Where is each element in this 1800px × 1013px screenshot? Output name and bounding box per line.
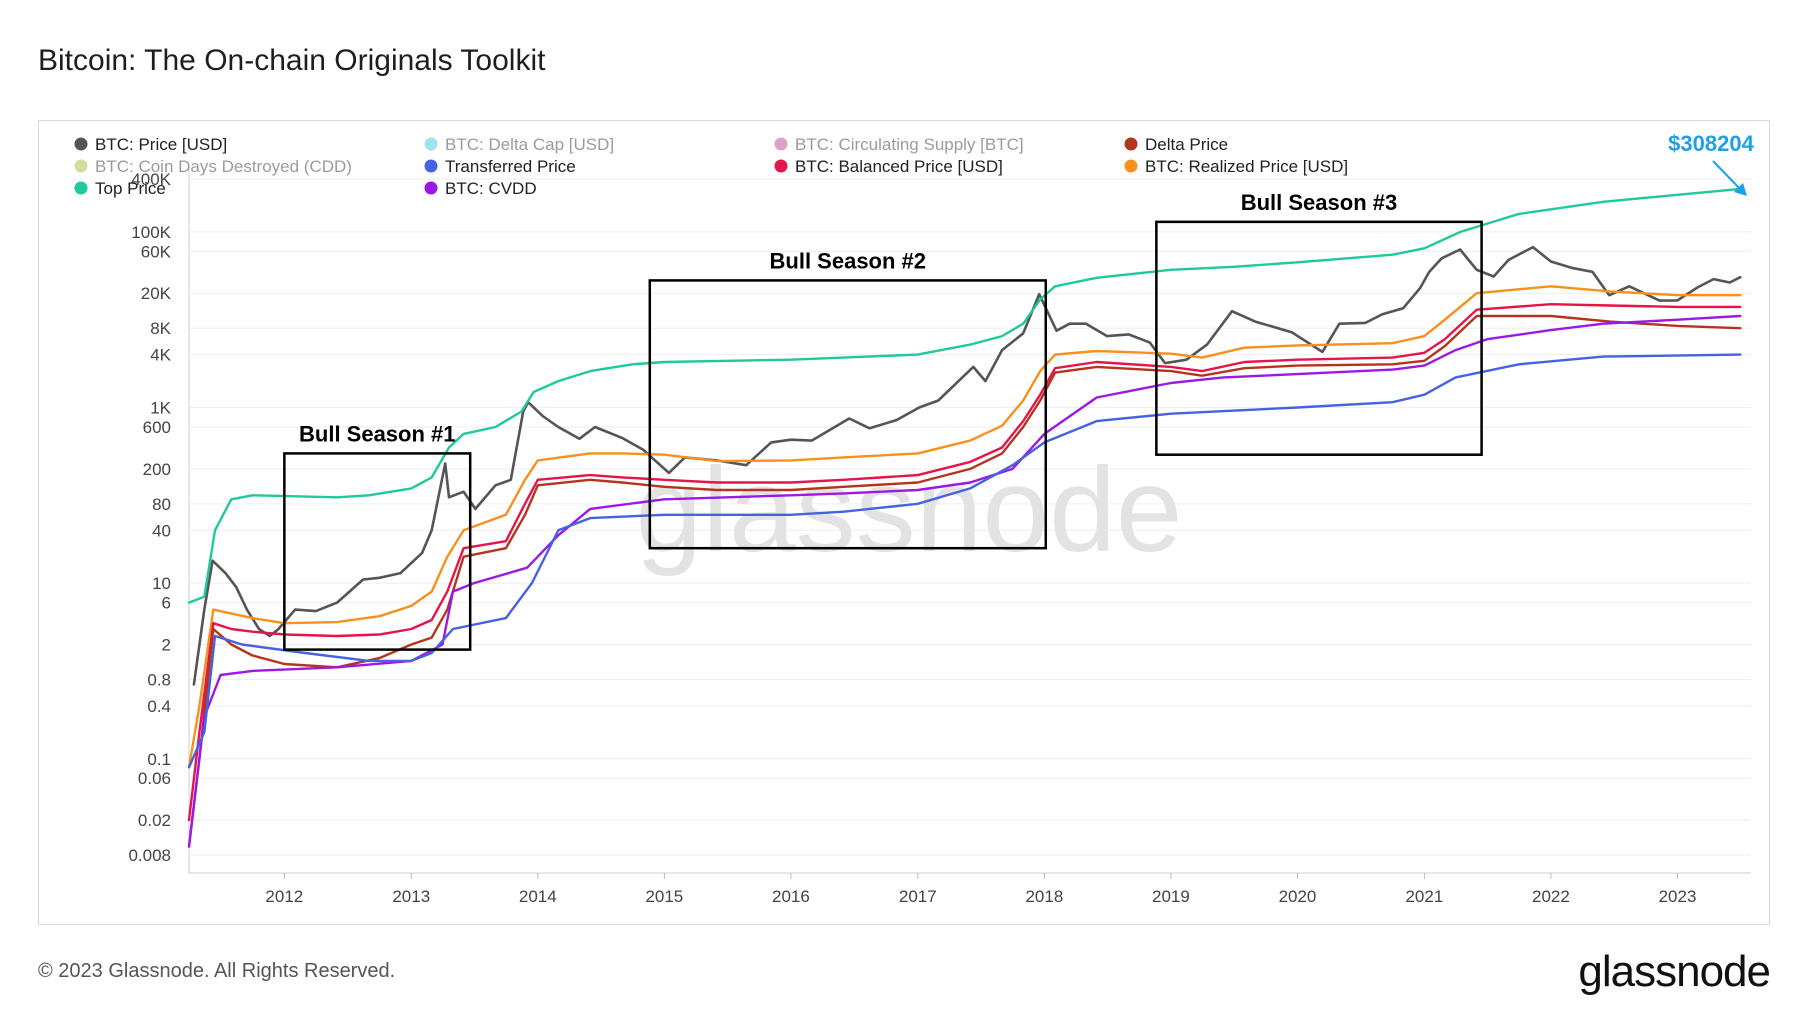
callout: $308204 — [1668, 131, 1755, 196]
y-tick-label: 80 — [152, 495, 171, 514]
legend-item: BTC: Circulating Supply [BTC] — [774, 135, 1024, 154]
legend-label: Transferred Price — [445, 157, 576, 176]
y-tick-label: 60K — [141, 242, 172, 261]
bull-season-box-3 — [1155, 220, 1483, 456]
y-tick-label: 6 — [162, 594, 171, 613]
y-tick-label: 10 — [152, 574, 171, 593]
legend-label: Delta Price — [1145, 135, 1228, 154]
legend-item: Top Price — [74, 179, 166, 198]
y-tick-label: 100K — [131, 223, 171, 242]
x-tick-label: 2018 — [1025, 887, 1063, 906]
bull-season-label-2: Bull Season #2 — [770, 248, 927, 273]
y-tick-label: 0.06 — [138, 769, 171, 788]
copyright-text: © 2023 Glassnode. All Rights Reserved. — [38, 960, 396, 982]
legend: BTC: Price [USD] BTC: Delta Cap [USD] BTC:… — [74, 135, 1348, 198]
y-tick-label: 1K — [150, 398, 171, 417]
y-tick-label: 0.02 — [138, 811, 171, 830]
y-tick-label: 2 — [162, 636, 171, 655]
series-line-top-price — [187, 187, 1742, 604]
legend-label: BTC: Realized Price [USD] — [1145, 157, 1348, 176]
series-line-btc-realized-price-usd — [187, 285, 1742, 769]
legend-item: BTC: Coin Days Destroyed (CDD) — [74, 157, 352, 176]
bull-season-box-1 — [283, 452, 472, 651]
x-tick-label: 2019 — [1152, 887, 1190, 906]
series — [187, 187, 1742, 848]
series-line-btc-price-usd — [192, 245, 1742, 686]
legend-swatch — [74, 159, 88, 173]
watermark: glassnode — [635, 443, 1182, 577]
x-tick-label: 2012 — [265, 887, 303, 906]
legend-item: BTC: CVDD — [424, 179, 537, 198]
page-title: Bitcoin: The On-chain Originals Toolkit — [38, 44, 546, 77]
series-line-delta-price — [187, 314, 1742, 848]
x-tick-label: 2015 — [645, 887, 683, 906]
y-tick-label: 0.4 — [147, 697, 171, 716]
legend-swatch — [1124, 159, 1138, 173]
annotations: Bull Season #1 Bull Season #2 Bull Season … — [283, 190, 1483, 651]
legend-label: Top Price — [95, 179, 166, 198]
legend-swatch — [774, 137, 788, 151]
legend-label: BTC: Balanced Price [USD] — [795, 157, 1003, 176]
y-tick-label: 400K — [131, 170, 171, 189]
y-tick-label: 600 — [143, 418, 171, 437]
y-tick-label: 40 — [152, 521, 171, 540]
y-tick-label: 20K — [141, 284, 172, 303]
y-tick-label: 0.008 — [128, 846, 171, 865]
bull-season-box-2 — [648, 279, 1048, 550]
callout-arrow-head — [1734, 183, 1747, 196]
series-line-transferred-price — [187, 353, 1742, 769]
series-line-btc-balanced-price-usd — [187, 302, 1742, 822]
legend-swatch — [424, 159, 438, 173]
legend-label: BTC: Price [USD] — [95, 135, 227, 154]
x-axis: 2012 2013 2014 2015 2016 2017 2018 2019 2020 2021… — [189, 872, 1751, 906]
y-tick-label: 8K — [150, 319, 171, 338]
chart: glassnode 400K100K60K20K8K4K1K6002008040… — [74, 131, 1755, 906]
x-tick-label: 2017 — [899, 887, 937, 906]
glassnode-logo: glassnode — [1578, 947, 1771, 996]
y-tick-label: 0.8 — [147, 670, 171, 689]
legend-swatch — [424, 137, 438, 151]
legend-label: BTC: CVDD — [445, 179, 537, 198]
x-tick-label: 2014 — [519, 887, 557, 906]
legend-item: BTC: Realized Price [USD] — [1124, 157, 1348, 176]
x-tick-label: 2021 — [1405, 887, 1443, 906]
bull-season-label-1: Bull Season #1 — [299, 421, 456, 446]
x-tick-label: 2022 — [1532, 887, 1570, 906]
series-line-btc-cvdd — [187, 314, 1742, 848]
legend-item: Transferred Price — [424, 157, 576, 176]
legend-label: BTC: Circulating Supply [BTC] — [795, 135, 1024, 154]
legend-item: BTC: Price [USD] — [74, 135, 227, 154]
legend-swatch — [424, 181, 438, 195]
legend-label: BTC: Delta Cap [USD] — [445, 135, 614, 154]
legend-swatch — [1124, 137, 1138, 151]
legend-item: Delta Price — [1124, 135, 1228, 154]
x-tick-label: 2023 — [1659, 887, 1697, 906]
legend-label: BTC: Coin Days Destroyed (CDD) — [95, 157, 352, 176]
x-tick-label: 2020 — [1279, 887, 1317, 906]
x-tick-label: 2013 — [392, 887, 430, 906]
bull-season-label-3: Bull Season #3 — [1241, 190, 1398, 215]
legend-swatch — [74, 181, 88, 195]
legend-item: BTC: Delta Cap [USD] — [424, 135, 614, 154]
y-tick-label: 0.1 — [147, 750, 171, 769]
x-tick-label: 2016 — [772, 887, 810, 906]
y-tick-label: 4K — [150, 346, 171, 365]
chart-frame: glassnode 400K 100K 60K 20K 8K 4K 1K 600 200 80 40… — [38, 120, 1770, 925]
legend-swatch — [774, 159, 788, 173]
legend-swatch — [74, 137, 88, 151]
legend-item: BTC: Balanced Price [USD] — [774, 157, 1003, 176]
top-price-callout: $308204 — [1668, 131, 1754, 156]
y-tick-label: 200 — [143, 460, 171, 479]
